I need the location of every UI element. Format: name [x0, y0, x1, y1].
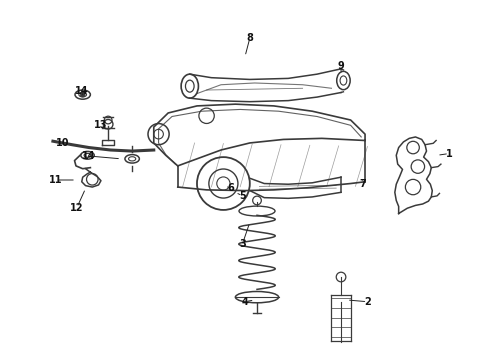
Text: 1: 1	[446, 149, 452, 158]
Text: 5: 5	[239, 191, 246, 201]
Text: 12: 12	[70, 203, 84, 212]
Text: 11: 11	[49, 175, 62, 185]
Text: 7: 7	[359, 179, 366, 189]
Text: 9: 9	[338, 62, 344, 71]
Text: 14: 14	[75, 86, 89, 96]
Circle shape	[80, 92, 85, 97]
Text: 13: 13	[94, 120, 108, 130]
Text: 8: 8	[246, 33, 253, 43]
Text: 10: 10	[56, 138, 69, 148]
Text: 3: 3	[239, 239, 246, 248]
Text: 4: 4	[242, 297, 248, 307]
Text: 14: 14	[82, 151, 96, 161]
Text: 2: 2	[364, 297, 371, 307]
Text: 6: 6	[227, 183, 234, 193]
